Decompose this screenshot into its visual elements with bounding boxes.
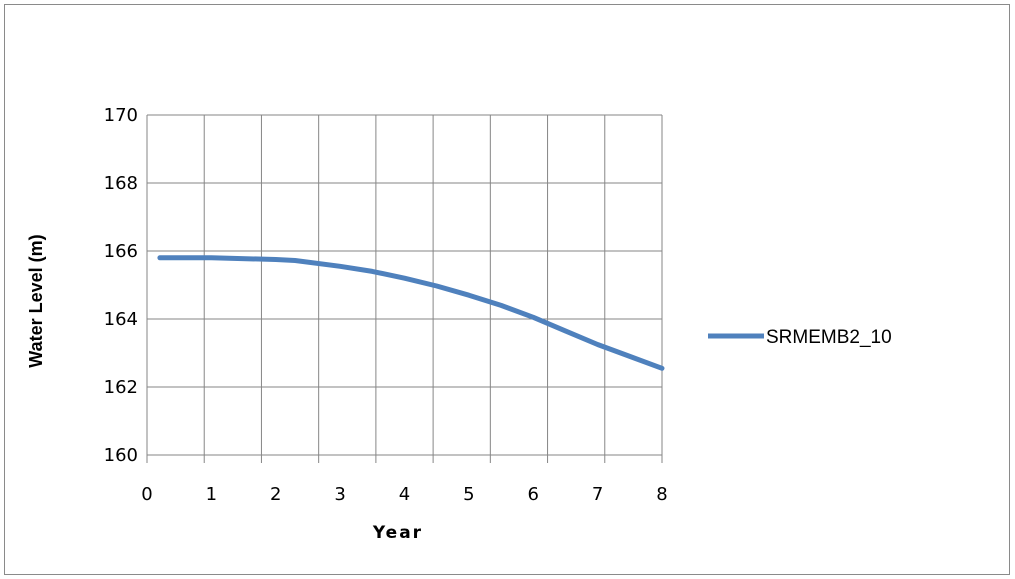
- y-axis-title: Water Level (m): [26, 234, 46, 367]
- x-tick-label: 0: [141, 484, 152, 505]
- grid-lines: [147, 115, 662, 463]
- y-tick-label: 168: [104, 173, 138, 194]
- x-tick-label: 8: [656, 484, 667, 505]
- x-tick-label: 3: [334, 484, 345, 505]
- y-tick-label: 160: [104, 445, 138, 466]
- y-tick-labels: 160 162 164 166 168 170: [104, 105, 138, 466]
- x-tick-labels: 0 1 2 3 4 5 6 7 8: [141, 484, 667, 505]
- series-line: [160, 258, 662, 369]
- x-tick-label: 7: [592, 484, 603, 505]
- x-tick-label: 1: [206, 484, 217, 505]
- y-tick-label: 166: [104, 241, 138, 262]
- y-tick-label: 164: [104, 309, 138, 330]
- y-tick-label: 162: [104, 377, 138, 398]
- x-tick-label: 5: [463, 484, 474, 505]
- x-tick-label: 2: [270, 484, 281, 505]
- series-lines: [160, 258, 662, 369]
- legend: SRMEMB2_10: [708, 327, 892, 348]
- x-axis-title: Year: [372, 523, 423, 543]
- x-tick-label: 6: [528, 484, 539, 505]
- y-tick-label: 170: [104, 105, 138, 126]
- x-tick-label: 4: [399, 484, 410, 505]
- legend-label: SRMEMB2_10: [766, 327, 892, 348]
